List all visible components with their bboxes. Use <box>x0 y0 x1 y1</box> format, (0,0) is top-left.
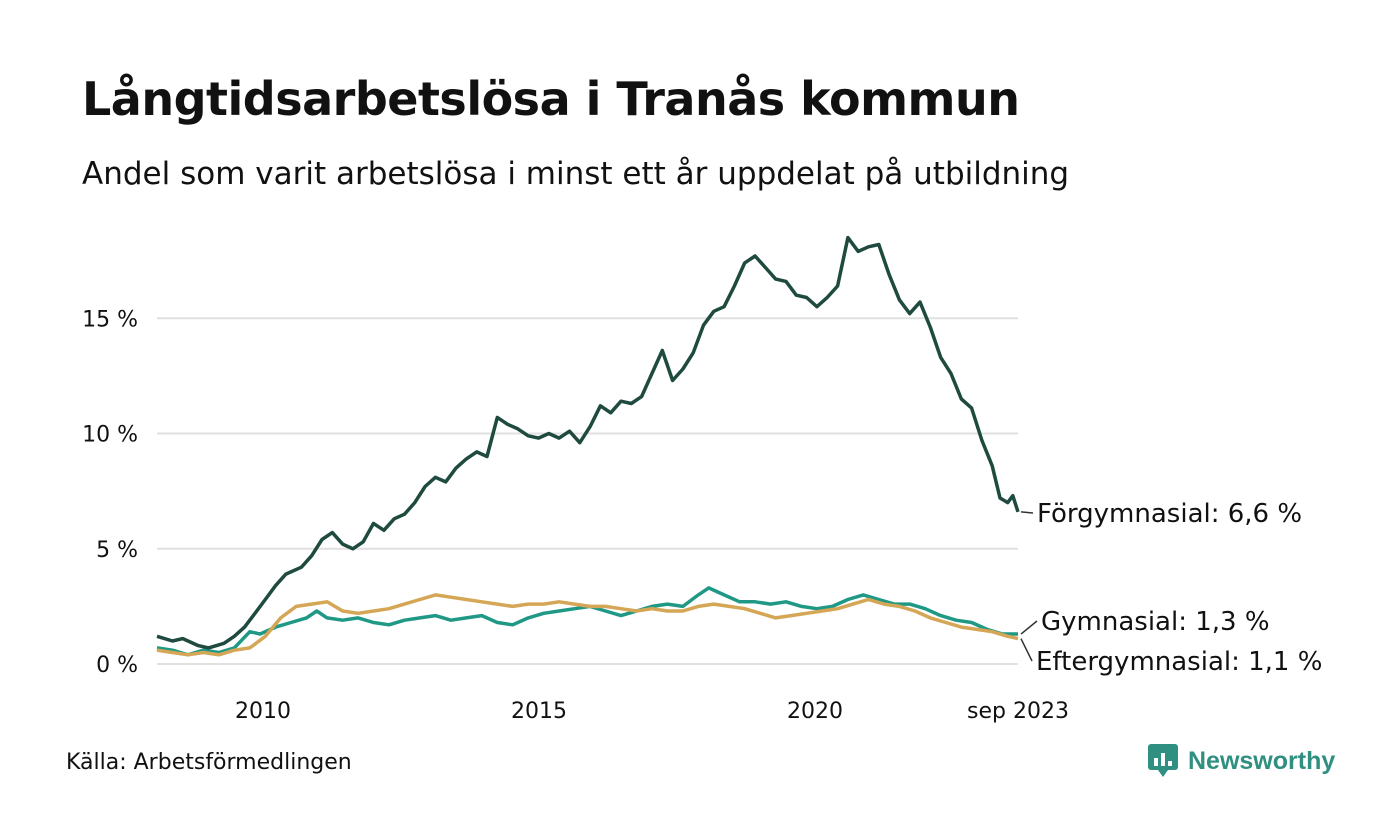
x-tick-label: 2010 <box>235 699 291 724</box>
series-line-gymnasial <box>156 586 1018 657</box>
x-tick-label: 2015 <box>511 699 567 724</box>
y-tick-label: 10 % <box>82 423 138 448</box>
y-tick-label: 5 % <box>96 538 138 563</box>
series-end-labels: Förgymnasial: 6,6 % Gymnasial: 1,3 % Efter… <box>1020 499 1322 677</box>
series-lines <box>156 235 1020 657</box>
chart-subtitle: Andel som varit arbetslösa i minst ett å… <box>82 156 1070 192</box>
series-line-eftergymnasial <box>156 593 1019 657</box>
end-label-eftergymnasial: Eftergymnasial: 1,1 % <box>1036 647 1322 677</box>
y-axis-ticks: 0 % 5 % 10 % 15 % <box>82 307 138 678</box>
x-tick-label: 2020 <box>787 699 843 724</box>
x-axis-ticks: 2010 2015 2020 sep 2023 <box>235 699 1069 724</box>
end-label-förgymnasial: Förgymnasial: 6,6 % <box>1037 499 1302 529</box>
x-tick-label: sep 2023 <box>967 699 1069 724</box>
brand-logo: Newsworthy <box>1148 744 1335 778</box>
source-note: Källa: Arbetsförmedlingen <box>66 750 352 775</box>
end-label-connector <box>1020 620 1038 635</box>
newsworthy-logo-icon <box>1148 744 1178 777</box>
y-tick-label: 15 % <box>82 307 138 332</box>
end-label-gymnasial: Gymnasial: 1,3 % <box>1041 607 1270 637</box>
y-tick-label: 0 % <box>96 653 138 678</box>
brand-name: Newsworthy <box>1188 746 1336 775</box>
chart-title: Långtidsarbetslösa i Tranås kommun <box>82 72 1020 126</box>
series-line-förgymnasial <box>156 235 1020 650</box>
end-label-connector <box>1020 511 1034 514</box>
end-label-connector <box>1020 638 1033 662</box>
